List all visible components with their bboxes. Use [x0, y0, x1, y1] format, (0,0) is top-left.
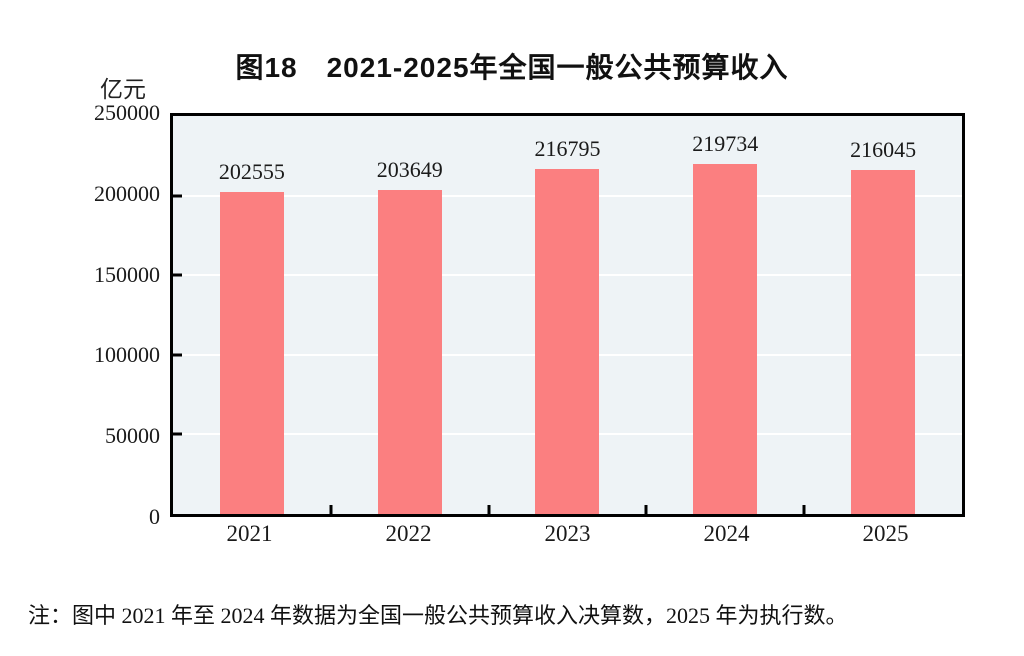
y-axis-label-150000: 150000 — [94, 261, 160, 287]
y-axis-tick-100000 — [173, 353, 182, 357]
bar-2023 — [535, 168, 600, 514]
y-axis: 0 50000 100000 150000 200000 250000 — [0, 100, 160, 529]
x-axis-label-2023: 2023 — [544, 521, 591, 546]
bar-2022 — [377, 189, 442, 514]
x-axis-label-2021: 2021 — [226, 521, 273, 546]
x-axis-label-2022: 2022 — [385, 521, 432, 546]
y-axis-label-0: 0 — [149, 504, 160, 529]
x-axis: 2021 2022 2023 2024 2025 — [170, 521, 965, 555]
x-axis-tick-1 — [329, 505, 333, 514]
x-axis-label-2024: 2024 — [703, 521, 750, 546]
bar-slot-2021: 202555 — [173, 116, 331, 514]
bar-value-2021: 202555 — [218, 158, 285, 184]
x-axis-tick-2 — [487, 505, 491, 514]
plot-area: 202555 203649 216795 219734 216045 — [170, 113, 965, 517]
x-axis-label-2025: 2025 — [862, 521, 909, 546]
bar-slot-2023: 216795 — [489, 116, 647, 514]
bar-slot-2025: 216045 — [804, 116, 962, 514]
y-axis-unit-label: 亿元 — [100, 77, 146, 102]
x-axis-tick-4 — [802, 505, 806, 514]
bar-2021 — [219, 191, 284, 514]
bar-value-2023: 216795 — [534, 135, 601, 161]
chart-title: 图18 2021-2025年全国一般公共预算收入 — [235, 52, 789, 83]
bar-slot-2024: 219734 — [646, 116, 804, 514]
y-axis-tick-150000 — [173, 273, 182, 277]
y-axis-tick-200000 — [173, 194, 182, 198]
bar-2025 — [851, 170, 916, 514]
x-axis-tick-3 — [644, 505, 648, 514]
y-axis-label-200000: 200000 — [94, 180, 160, 206]
bar-slot-2022: 203649 — [331, 116, 489, 514]
bar-value-2022: 203649 — [376, 156, 443, 182]
bar-value-2025: 216045 — [850, 137, 917, 163]
y-axis-label-50000: 50000 — [105, 423, 160, 449]
bar-2024 — [693, 164, 758, 514]
y-axis-label-100000: 100000 — [94, 342, 160, 368]
y-axis-tick-50000 — [173, 432, 182, 436]
footnote: 注：图中 2021 年至 2024 年数据为全国一般公共预算收入决算数，2025… — [28, 603, 848, 628]
y-axis-label-250000: 250000 — [94, 100, 160, 125]
bar-value-2024: 219734 — [692, 131, 759, 157]
